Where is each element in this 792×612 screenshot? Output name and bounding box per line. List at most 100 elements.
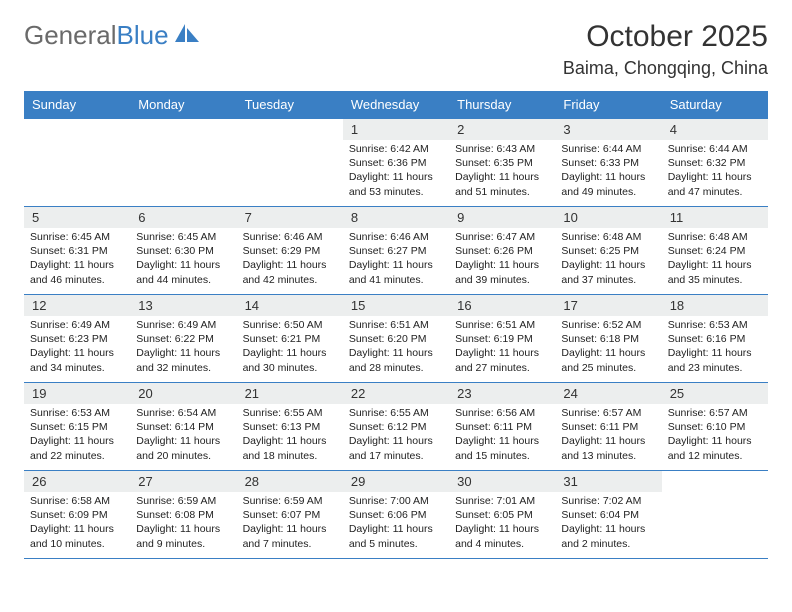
day-content: Sunrise: 6:59 AMSunset: 6:08 PMDaylight:… — [130, 492, 236, 555]
day-content: Sunrise: 6:52 AMSunset: 6:18 PMDaylight:… — [555, 316, 661, 379]
day-number: 2 — [449, 119, 555, 140]
calendar-cell: 28 Sunrise: 6:59 AMSunset: 6:07 PMDayligh… — [237, 471, 343, 559]
day-content: Sunrise: 7:01 AMSunset: 6:05 PMDaylight:… — [449, 492, 555, 555]
sunrise-line: Sunrise: 6:53 AM — [30, 406, 124, 420]
logo-word1: General — [24, 20, 117, 51]
daylight-line: Daylight: 11 hours and 32 minutes. — [136, 346, 230, 374]
day-number: 9 — [449, 207, 555, 228]
calendar-cell: 24Sunrise: 6:57 AMSunset: 6:11 PMDayligh… — [555, 383, 661, 471]
sunrise-line: Sunrise: 6:44 AM — [561, 142, 655, 156]
calendar-cell: 4Sunrise: 6:44 AMSunset: 6:32 PMDaylight… — [662, 119, 768, 207]
day-content: Sunrise: 6:49 AMSunset: 6:23 PMDaylight:… — [24, 316, 130, 379]
day-number: 17 — [555, 295, 661, 316]
calendar-head: SundayMondayTuesdayWednesdayThursdayFrid… — [24, 91, 768, 119]
calendar-cell: 10Sunrise: 6:48 AMSunset: 6:25 PMDayligh… — [555, 207, 661, 295]
sunrise-line: Sunrise: 6:43 AM — [455, 142, 549, 156]
sunset-line: Sunset: 6:30 PM — [136, 244, 230, 258]
weekday-header: Wednesday — [343, 91, 449, 119]
day-number: 16 — [449, 295, 555, 316]
day-content: Sunrise: 6:51 AMSunset: 6:19 PMDaylight:… — [449, 316, 555, 379]
calendar-cell — [237, 119, 343, 207]
sunset-line: Sunset: 6:16 PM — [668, 332, 762, 346]
calendar-cell: 30Sunrise: 7:01 AMSunset: 6:05 PMDayligh… — [449, 471, 555, 559]
sunset-line: Sunset: 6:27 PM — [349, 244, 443, 258]
day-content: Sunrise: 6:45 AMSunset: 6:30 PMDaylight:… — [130, 228, 236, 291]
daylight-line: Daylight: 11 hours and 7 minutes. — [243, 522, 337, 550]
day-number: 30 — [449, 471, 555, 492]
sunrise-line: Sunrise: 6:59 AM — [243, 494, 337, 508]
daylight-line: Daylight: 11 hours and 15 minutes. — [455, 434, 549, 462]
daylight-line: Daylight: 11 hours and 37 minutes. — [561, 258, 655, 286]
sunrise-line: Sunrise: 7:01 AM — [455, 494, 549, 508]
calendar-row: 1Sunrise: 6:42 AMSunset: 6:36 PMDaylight… — [24, 119, 768, 207]
day-number: 29 — [343, 471, 449, 492]
sunset-line: Sunset: 6:31 PM — [30, 244, 124, 258]
sunset-line: Sunset: 6:32 PM — [668, 156, 762, 170]
sunset-line: Sunset: 6:23 PM — [30, 332, 124, 346]
day-content: Sunrise: 6:55 AMSunset: 6:12 PMDaylight:… — [343, 404, 449, 467]
day-number: 19 — [24, 383, 130, 404]
daylight-line: Daylight: 11 hours and 42 minutes. — [243, 258, 337, 286]
sunset-line: Sunset: 6:26 PM — [455, 244, 549, 258]
sunset-line: Sunset: 6:22 PM — [136, 332, 230, 346]
sunset-line: Sunset: 6:09 PM — [30, 508, 124, 522]
day-content: Sunrise: 6:57 AMSunset: 6:10 PMDaylight:… — [662, 404, 768, 467]
sunrise-line: Sunrise: 6:57 AM — [668, 406, 762, 420]
day-content: Sunrise: 6:53 AMSunset: 6:15 PMDaylight:… — [24, 404, 130, 467]
day-number: 18 — [662, 295, 768, 316]
day-content: Sunrise: 6:47 AMSunset: 6:26 PMDaylight:… — [449, 228, 555, 291]
page-title: October 2025 — [563, 20, 768, 54]
calendar-cell: 5Sunrise: 6:45 AMSunset: 6:31 PMDaylight… — [24, 207, 130, 295]
day-content: Sunrise: 6:50 AMSunset: 6:21 PMDaylight:… — [237, 316, 343, 379]
day-number: 24 — [555, 383, 661, 404]
daylight-line: Daylight: 11 hours and 2 minutes. — [561, 522, 655, 550]
calendar-cell — [130, 119, 236, 207]
day-number: 4 — [662, 119, 768, 140]
calendar-cell: 1Sunrise: 6:42 AMSunset: 6:36 PMDaylight… — [343, 119, 449, 207]
daylight-line: Daylight: 11 hours and 28 minutes. — [349, 346, 443, 374]
daylight-line: Daylight: 11 hours and 44 minutes. — [136, 258, 230, 286]
calendar-cell: 20Sunrise: 6:54 AMSunset: 6:14 PMDayligh… — [130, 383, 236, 471]
calendar-cell: 14Sunrise: 6:50 AMSunset: 6:21 PMDayligh… — [237, 295, 343, 383]
daylight-line: Daylight: 11 hours and 13 minutes. — [561, 434, 655, 462]
day-number: 6 — [130, 207, 236, 228]
day-number: 7 — [237, 207, 343, 228]
daylight-line: Daylight: 11 hours and 12 minutes. — [668, 434, 762, 462]
daylight-line: Daylight: 11 hours and 49 minutes. — [561, 170, 655, 198]
daylight-line: Daylight: 11 hours and 10 minutes. — [30, 522, 124, 550]
day-number: 8 — [343, 207, 449, 228]
day-content: Sunrise: 6:46 AMSunset: 6:27 PMDaylight:… — [343, 228, 449, 291]
daylight-line: Daylight: 11 hours and 34 minutes. — [30, 346, 124, 374]
calendar-row: 5Sunrise: 6:45 AMSunset: 6:31 PMDaylight… — [24, 207, 768, 295]
sunrise-line: Sunrise: 6:51 AM — [349, 318, 443, 332]
calendar-cell: 15Sunrise: 6:51 AMSunset: 6:20 PMDayligh… — [343, 295, 449, 383]
sunrise-line: Sunrise: 6:46 AM — [349, 230, 443, 244]
daylight-line: Daylight: 11 hours and 22 minutes. — [30, 434, 124, 462]
daylight-line: Daylight: 11 hours and 30 minutes. — [243, 346, 337, 374]
sunset-line: Sunset: 6:15 PM — [30, 420, 124, 434]
calendar-body: 1Sunrise: 6:42 AMSunset: 6:36 PMDaylight… — [24, 119, 768, 559]
sunrise-line: Sunrise: 6:48 AM — [561, 230, 655, 244]
sunset-line: Sunset: 6:07 PM — [243, 508, 337, 522]
sunset-line: Sunset: 6:06 PM — [349, 508, 443, 522]
day-number: 15 — [343, 295, 449, 316]
calendar-cell: 19Sunrise: 6:53 AMSunset: 6:15 PMDayligh… — [24, 383, 130, 471]
calendar-cell — [662, 471, 768, 559]
day-number: 26 — [24, 471, 130, 492]
daylight-line: Daylight: 11 hours and 20 minutes. — [136, 434, 230, 462]
daylight-line: Daylight: 11 hours and 41 minutes. — [349, 258, 443, 286]
weekday-header: Monday — [130, 91, 236, 119]
day-number: 1 — [343, 119, 449, 140]
sunset-line: Sunset: 6:10 PM — [668, 420, 762, 434]
day-number: 28 — [237, 471, 343, 492]
day-content: Sunrise: 6:49 AMSunset: 6:22 PMDaylight:… — [130, 316, 236, 379]
sunrise-line: Sunrise: 6:44 AM — [668, 142, 762, 156]
sunset-line: Sunset: 6:18 PM — [561, 332, 655, 346]
day-content: Sunrise: 7:02 AMSunset: 6:04 PMDaylight:… — [555, 492, 661, 555]
weekday-header: Tuesday — [237, 91, 343, 119]
weekday-header: Thursday — [449, 91, 555, 119]
calendar-cell: 26Sunrise: 6:58 AMSunset: 6:09 PMDayligh… — [24, 471, 130, 559]
day-content: Sunrise: 6:54 AMSunset: 6:14 PMDaylight:… — [130, 404, 236, 467]
calendar-cell — [24, 119, 130, 207]
day-number: 11 — [662, 207, 768, 228]
